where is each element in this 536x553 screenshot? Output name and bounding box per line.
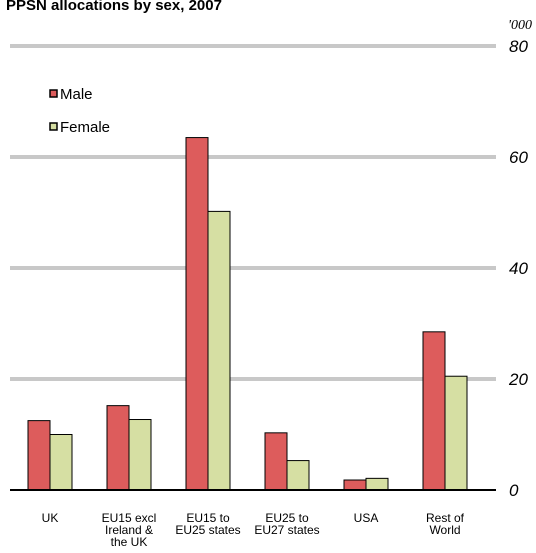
bar-female-3: [286, 460, 310, 491]
x-tick-label-line: the UK: [111, 535, 148, 549]
y-tick-label: 80: [509, 37, 528, 56]
bar-female-5: [444, 375, 468, 491]
x-tick-label: UK: [42, 511, 59, 525]
legend-swatch-male: [49, 89, 58, 98]
y-unit-label: '000: [508, 18, 532, 33]
y-tick-label: 60: [509, 148, 528, 167]
bar-female-0: [49, 434, 73, 491]
x-tick-label: USA: [354, 511, 379, 525]
x-tick-label-line: World: [429, 523, 460, 537]
y-tick-label: 40: [509, 259, 528, 278]
x-tick-label: EU15 to EU25 states: [175, 511, 240, 537]
legend-label-male: Male: [60, 86, 93, 103]
x-tick-label-line: EU25 states: [175, 523, 240, 537]
bar-female-1: [128, 419, 152, 491]
x-tick-label-line: EU25 to: [265, 511, 309, 525]
bar-male-1: [106, 405, 130, 491]
bar-male-4: [343, 479, 367, 491]
x-tick-label: Rest of World: [426, 511, 465, 537]
x-tick-label-line: EU15 excl: [102, 511, 157, 525]
legend-swatch-female: [49, 122, 58, 131]
bar-male-5: [422, 331, 446, 491]
x-tick-label: EU15 excl Ireland & the UK: [102, 511, 157, 549]
bar-female-2: [207, 210, 231, 491]
y-tick-label: 20: [508, 370, 528, 389]
legend-label-female: Female: [60, 119, 110, 136]
bar-male-0: [27, 420, 51, 491]
bar-male-2: [185, 137, 209, 491]
x-tick-label-line: Ireland &: [105, 523, 153, 537]
chart-title: PPSN allocations by sex, 2007: [6, 0, 222, 14]
bar-male-3: [264, 432, 288, 491]
x-tick-label-line: USA: [354, 511, 379, 525]
bar-female-4: [365, 477, 389, 491]
x-tick-label: EU25 to EU27 states: [254, 511, 319, 537]
x-tick-label-line: Rest of: [426, 511, 465, 525]
x-tick-label-line: UK: [42, 511, 59, 525]
x-tick-label-line: EU27 states: [254, 523, 319, 537]
y-tick-label: 0: [509, 481, 519, 500]
x-tick-label-line: EU15 to: [186, 511, 230, 525]
